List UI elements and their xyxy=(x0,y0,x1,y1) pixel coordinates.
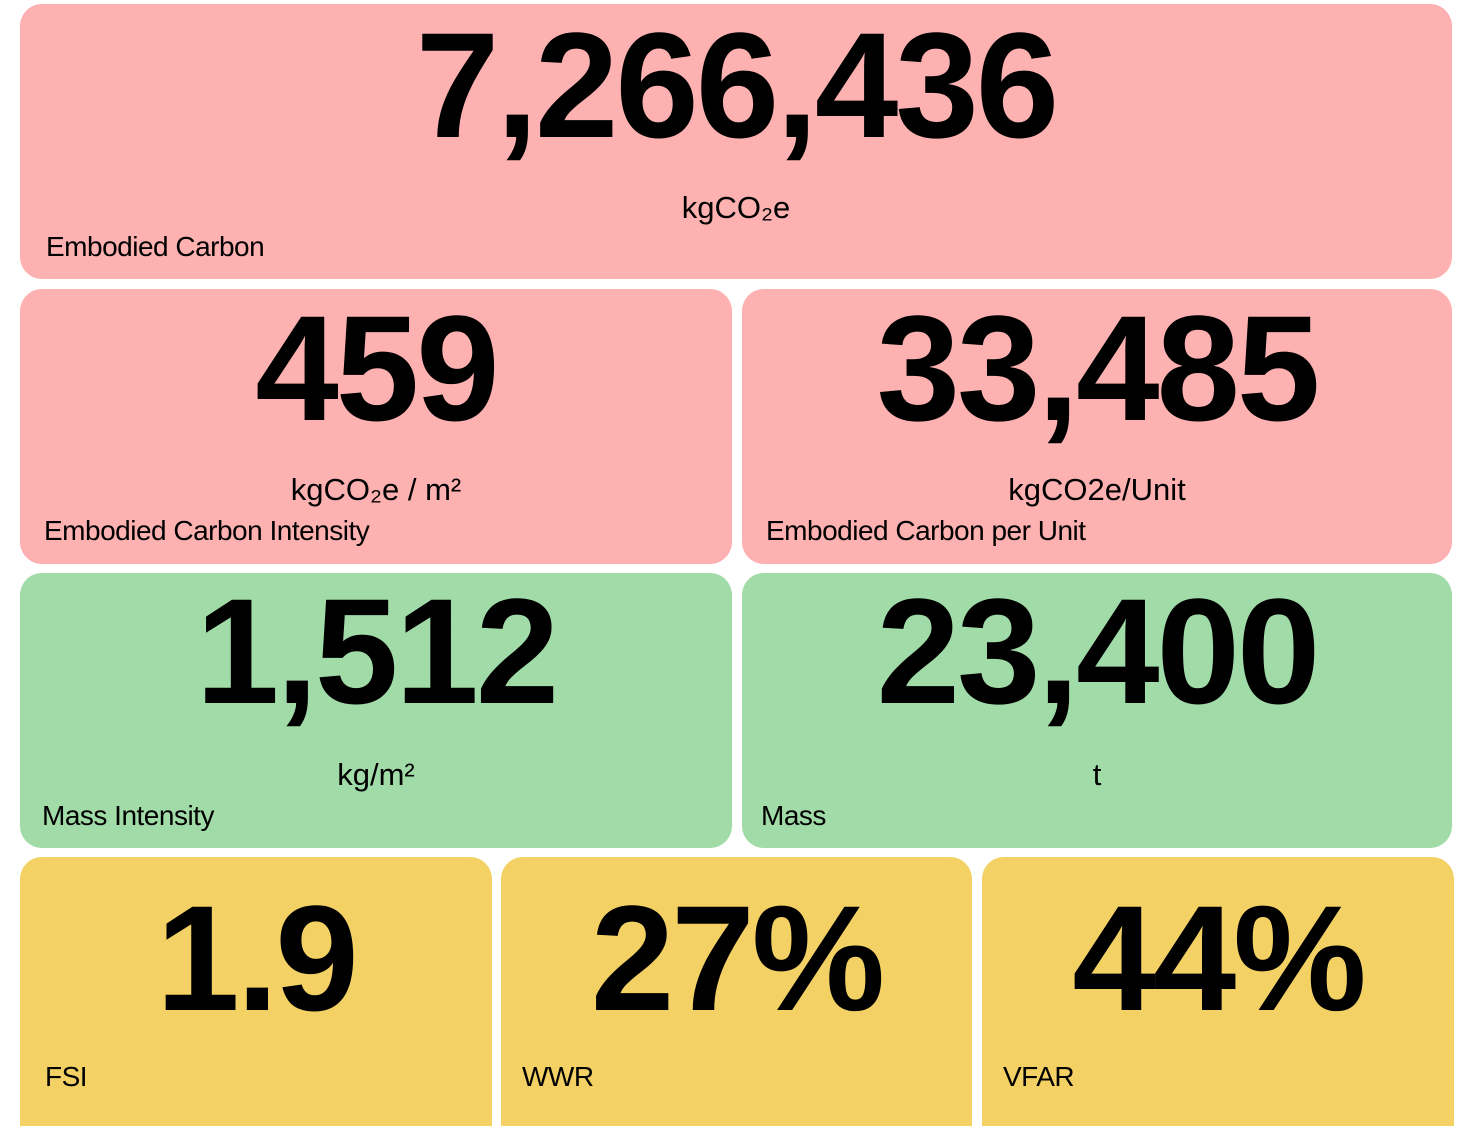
metric-card: 1.9 FSI xyxy=(20,857,492,1126)
metric-value: 44% xyxy=(1072,874,1363,1042)
metric-value: 1,512 xyxy=(196,567,556,735)
metric-label: FSI xyxy=(45,1061,87,1092)
metric-label: Embodied Carbon Intensity xyxy=(44,515,370,546)
metric-card: 23,400 t Mass xyxy=(742,567,1452,848)
metric-unit: kgCO₂e / m² xyxy=(291,472,462,507)
metric-label: Embodied Carbon xyxy=(46,231,264,262)
card-background xyxy=(20,857,492,1126)
card-background xyxy=(742,573,1452,848)
metric-unit: kgCO₂e xyxy=(682,190,791,225)
metric-label: WWR xyxy=(522,1061,594,1092)
metric-card: 7,266,436 kgCO₂e Embodied Carbon xyxy=(20,1,1452,279)
metric-unit: t xyxy=(1093,757,1102,792)
metric-card: 1,512 kg/m² Mass Intensity xyxy=(20,567,732,848)
card-background xyxy=(20,4,1452,279)
metric-card: 459 kgCO₂e / m² Embodied Carbon Intensity xyxy=(20,284,732,564)
metric-value: 23,400 xyxy=(877,567,1318,735)
metric-value: 459 xyxy=(255,284,496,452)
metric-card: 44% VFAR xyxy=(982,857,1454,1126)
card-background xyxy=(20,289,732,564)
card-background xyxy=(501,857,972,1126)
metric-value: 1.9 xyxy=(156,874,356,1042)
metric-value: 7,266,436 xyxy=(416,1,1056,169)
metric-card: 27% WWR xyxy=(501,857,972,1126)
metric-label: Mass Intensity xyxy=(42,800,214,831)
metric-card: 33,485 kgCO2e/Unit Embodied Carbon per Uni… xyxy=(742,284,1452,564)
metric-label: Mass xyxy=(761,800,826,831)
metric-unit: kgCO2e/Unit xyxy=(1008,472,1186,507)
metric-label: Embodied Carbon per Unit xyxy=(766,515,1086,546)
card-background xyxy=(742,289,1452,564)
metric-label: VFAR xyxy=(1003,1061,1074,1092)
card-background xyxy=(20,573,732,848)
metric-unit: kg/m² xyxy=(337,757,415,792)
metric-value: 27% xyxy=(591,874,882,1042)
card-background xyxy=(982,857,1454,1126)
metric-value: 33,485 xyxy=(877,284,1318,452)
